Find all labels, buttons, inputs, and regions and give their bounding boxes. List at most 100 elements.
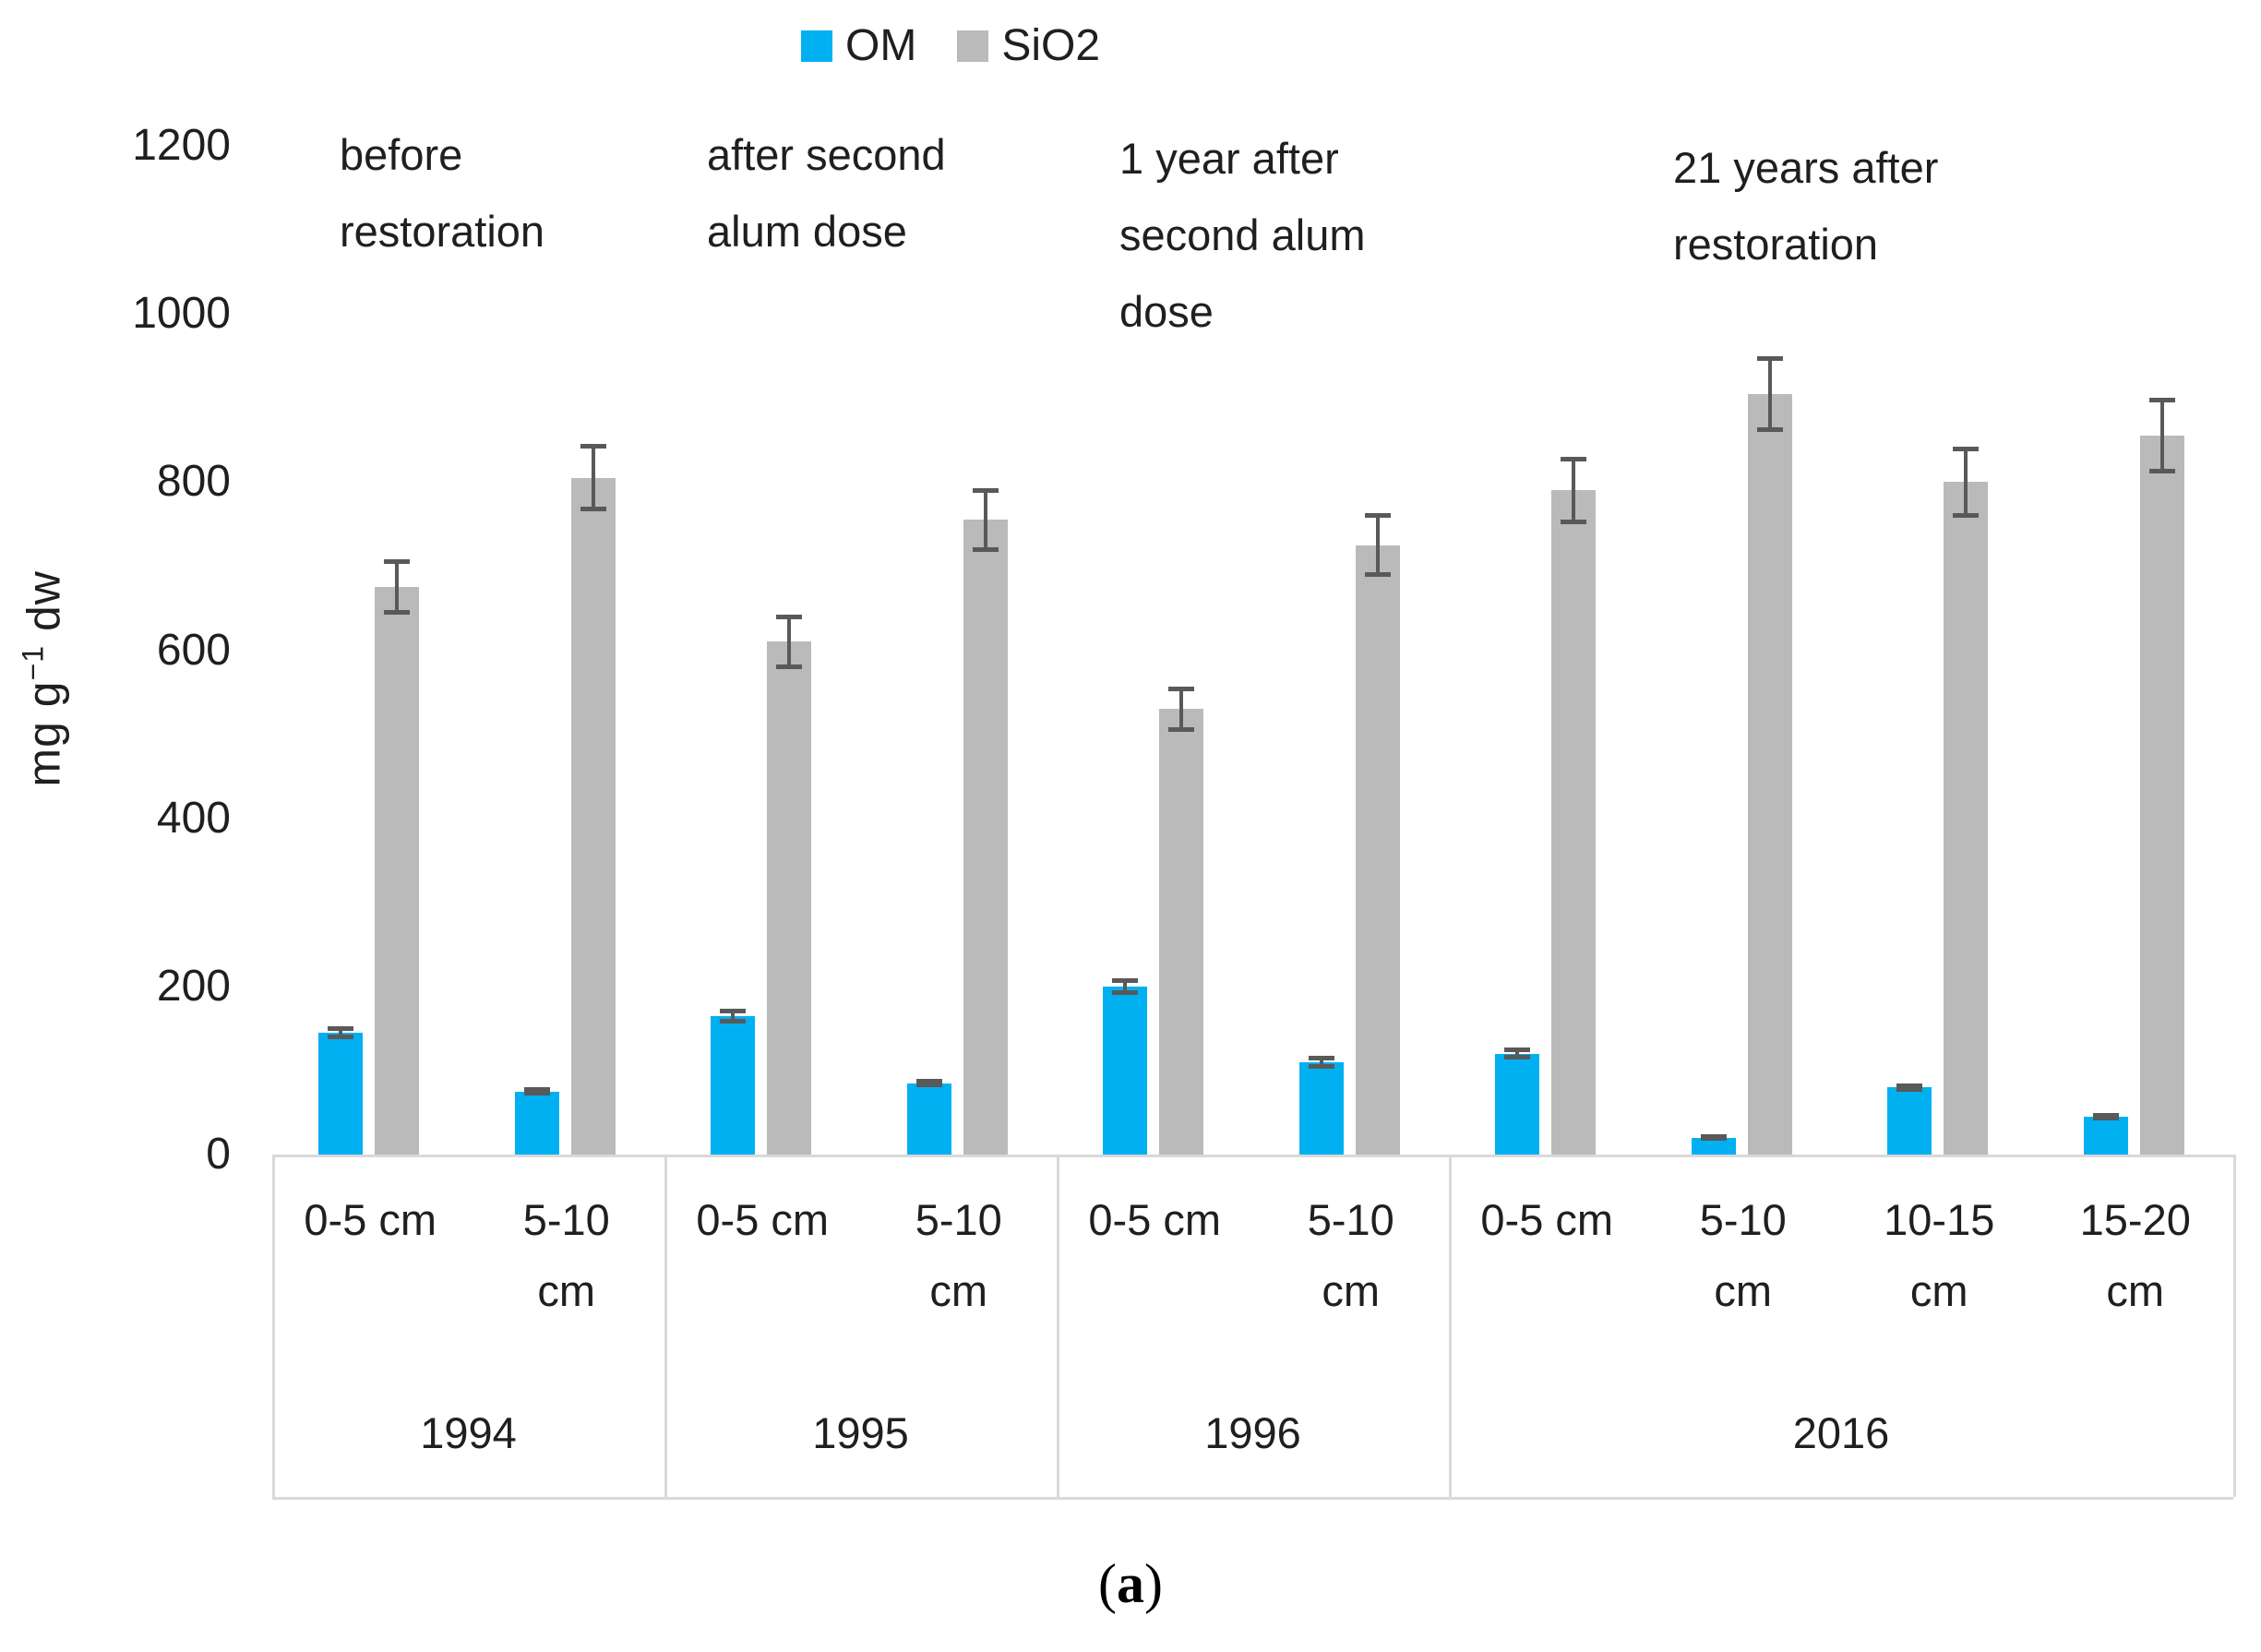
error-bar-om-1995-0-5cm <box>720 1008 746 1024</box>
legend-swatch-sio2-icon <box>957 30 989 62</box>
error-bar-part <box>591 444 595 512</box>
error-bar-part <box>2092 1115 2119 1120</box>
error-bar-part <box>1953 447 1979 452</box>
bar-om-1996-5-10cm <box>1298 1061 1344 1155</box>
error-bar-part <box>1364 572 1391 578</box>
bar-om-2016-5-10cm <box>1691 1137 1736 1155</box>
error-bar-part <box>523 1091 550 1096</box>
error-bar-part <box>2159 398 2164 474</box>
bar-sio2-1994-0-5cm <box>375 587 419 1155</box>
x-tick-label-depth: 0-5 cm <box>304 1195 437 1244</box>
x-tick-label-depth: 5-10 cm <box>1307 1195 1394 1315</box>
x-tick-label-depth: 0-5 cm <box>1480 1195 1614 1244</box>
error-bar-part <box>1767 355 1772 432</box>
bar-om-1994-0-5cm <box>318 1032 363 1155</box>
error-bar-om-2016-10-15cm <box>1896 1083 1922 1092</box>
error-bar-part <box>395 559 399 616</box>
bar-sio2-1996-0-5cm <box>1159 709 1203 1155</box>
bar-sio2-2016-10-15cm <box>1944 482 1988 1155</box>
bar-om-2016-15-20cm <box>2083 1117 2128 1155</box>
bar-om-1995-0-5cm <box>711 1015 755 1155</box>
error-bar-part <box>1504 1055 1530 1060</box>
legend-label-om: OM <box>845 21 917 70</box>
error-bar-part <box>328 1025 353 1031</box>
error-bar-part <box>1179 686 1183 732</box>
error-bar-part <box>1896 1083 1922 1088</box>
legend-item-sio2: SiO2 <box>957 20 1100 71</box>
x-tick-label-depth: 15-20 cm <box>2079 1195 2191 1315</box>
error-bar-part <box>731 1008 735 1024</box>
y-axis-title-superscript: −1 <box>16 644 50 681</box>
error-bar-part <box>339 1025 342 1040</box>
error-bar-part <box>787 615 791 669</box>
bar-sio2-2016-0-5cm <box>1551 490 1596 1155</box>
error-bar-part <box>1123 977 1127 995</box>
error-bar-om-1996-0-5cm <box>1112 977 1138 995</box>
group-divider <box>1057 1155 1059 1497</box>
error-bar-om-1996-5-10cm <box>1308 1055 1334 1070</box>
y-tick-label: 0 <box>206 1130 231 1179</box>
bar-sio2-1996-5-10cm <box>1355 545 1400 1155</box>
legend-label-sio2: SiO2 <box>1001 21 1101 70</box>
error-bar-om-2016-15-20cm <box>2092 1113 2119 1120</box>
error-bar-part <box>776 664 802 669</box>
group-divider <box>1449 1155 1452 1497</box>
error-bar-part <box>972 487 999 493</box>
x-tick-label-year-2016: 2016 <box>1792 1408 1890 1457</box>
bar-om-2016-10-15cm <box>1887 1087 1932 1155</box>
bar-om-2016-0-5cm <box>1495 1053 1539 1155</box>
error-bar-part <box>1964 447 1968 518</box>
error-bar-part <box>580 507 606 512</box>
caption-paren-open: ( <box>1098 1553 1117 1614</box>
legend-swatch-om-icon <box>801 30 832 62</box>
error-bar-part <box>1756 355 1783 361</box>
error-bar-part <box>1953 512 1979 518</box>
error-bar-sio2-1996-5-10cm <box>1364 513 1391 578</box>
annotation-1-year-after-second-alum-dose: 1 year after second alum dose <box>1119 134 1366 336</box>
x-axis-line <box>272 1155 2233 1157</box>
error-bar-part <box>972 546 999 552</box>
error-bar-part <box>1515 1047 1519 1060</box>
y-tick-label: 800 <box>156 457 231 507</box>
bar-om-1995-5-10cm <box>906 1083 951 1155</box>
error-bar-sio2-1994-5-10cm <box>580 444 606 512</box>
error-bar-part <box>1561 519 1586 524</box>
error-bar-part <box>1308 1064 1334 1070</box>
x-tick-label-depth: 0-5 cm <box>1088 1195 1222 1244</box>
annotation-21-years-after-restoration: 21 years after restoration <box>1673 143 1939 269</box>
x-tick-label-depth: 5-10 cm <box>1699 1195 1787 1315</box>
error-bar-part <box>1168 726 1194 732</box>
error-bar-part <box>720 1018 746 1024</box>
error-bar-om-2016-0-5cm <box>1504 1047 1530 1060</box>
error-bar-sio2-2016-15-20cm <box>2148 398 2175 474</box>
x-tick-label-year-1995: 1995 <box>812 1408 909 1457</box>
error-bar-part <box>1168 686 1194 691</box>
y-tick-label: 1200 <box>132 121 231 170</box>
error-bar-part <box>720 1008 746 1013</box>
error-bar-om-2016-5-10cm <box>1700 1134 1727 1142</box>
error-bar-part <box>1504 1047 1530 1053</box>
legend-item-om: OM <box>801 20 916 71</box>
error-bar-part <box>1112 989 1138 995</box>
error-bar-om-1994-0-5cm <box>328 1025 353 1040</box>
annotation-after-second-alum-dose: after second alum dose <box>707 130 946 256</box>
error-bar-part <box>523 1087 550 1093</box>
legend: OM SiO2 <box>801 20 1100 71</box>
error-bar-part <box>1700 1136 1727 1142</box>
x-tick-label-depth: 0-5 cm <box>696 1195 830 1244</box>
error-bar-part <box>983 487 987 552</box>
category-area-bottom-line <box>272 1497 2233 1500</box>
bar-sio2-2016-15-20cm <box>2139 436 2184 1155</box>
error-bar-sio2-2016-5-10cm <box>1756 355 1783 432</box>
x-tick-label-year-1994: 1994 <box>420 1408 517 1457</box>
bar-om-1994-5-10cm <box>514 1091 559 1155</box>
group-divider <box>2233 1155 2236 1497</box>
error-bar-part <box>384 610 410 616</box>
error-bar-sio2-2016-0-5cm <box>1561 457 1586 524</box>
error-bar-sio2-1994-0-5cm <box>384 559 410 616</box>
bar-sio2-2016-5-10cm <box>1747 393 1792 1155</box>
y-tick-label: 600 <box>156 625 231 675</box>
y-axis-title-text: mg g <box>18 680 70 787</box>
x-tick-label-depth: 10-15 cm <box>1884 1195 1995 1315</box>
